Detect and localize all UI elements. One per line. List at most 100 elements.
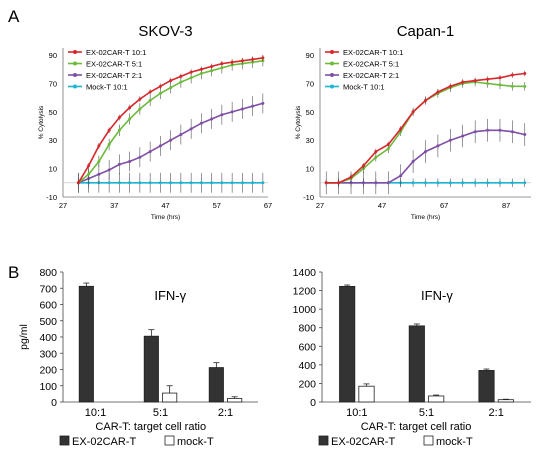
legend-marker: [330, 50, 334, 54]
data-point: [436, 90, 440, 94]
data-point: [436, 181, 440, 185]
x-axis-label: CAR-T: target cell ratio: [361, 421, 472, 433]
data-point: [230, 110, 234, 114]
x-tick-label: 87: [502, 201, 510, 210]
data-point: [128, 160, 132, 164]
legend-swatch: [164, 435, 175, 446]
x-tick-label: 27: [316, 201, 324, 210]
data-point: [97, 172, 101, 176]
chart-title: IFN-γ: [154, 288, 186, 303]
y-tick-label: 800: [39, 267, 57, 279]
data-point: [473, 181, 477, 185]
legend-swatch: [423, 435, 434, 446]
x-tick-label: 27: [59, 201, 67, 210]
data-point: [199, 67, 203, 71]
data-point: [87, 172, 91, 176]
data-point: [169, 138, 173, 142]
data-point: [386, 147, 390, 151]
x-tick-label: 5:1: [419, 407, 434, 419]
data-point: [148, 181, 152, 185]
data-point: [230, 181, 234, 185]
x-tick-label: 57: [213, 201, 221, 210]
legend-entry: EX-02CAR-T 10:1: [86, 48, 146, 57]
data-point: [510, 130, 514, 134]
data-point: [399, 174, 403, 178]
legend-marker: [330, 84, 334, 89]
data-point: [486, 81, 490, 85]
legend-entry: EX-02CAR-T: [72, 436, 136, 448]
data-point: [107, 128, 111, 132]
x-tick-label: 37: [110, 201, 118, 210]
data-point: [486, 77, 490, 81]
y-tick-label: -10: [46, 193, 57, 202]
data-point: [424, 181, 427, 185]
data-point: [261, 181, 265, 185]
y-tick-label: 600: [39, 300, 57, 312]
y-tick-label: 70: [49, 79, 57, 88]
data-point: [210, 181, 214, 185]
data-point: [374, 181, 378, 185]
data-point: [349, 175, 353, 179]
bar-bar-white: [358, 385, 375, 403]
x-tick-label: 67: [264, 201, 272, 210]
data-point: [251, 57, 255, 61]
data-point: [128, 117, 132, 121]
data-point: [189, 70, 193, 74]
data-point: [240, 62, 244, 66]
data-point: [107, 168, 111, 172]
y-tick-label: 50: [306, 108, 314, 117]
y-tick-label: 200: [298, 378, 316, 390]
data-point: [498, 128, 502, 132]
data-point: [158, 144, 162, 148]
data-point: [486, 128, 490, 132]
chart-capan1-cytolysis: Capan-1 -10 10 30 50 70 90 27 47 67 87 Time (hrs) % …: [295, 23, 531, 221]
y-tick-label: 50: [49, 108, 57, 117]
data-point: [138, 155, 142, 159]
chart-skov3-cytolysis: SKOV-3 -10 10 30 50 70 90 27 37 47 57 67 Time (hrs)%…: [38, 23, 272, 221]
data-point: [399, 127, 403, 131]
data-point: [510, 73, 514, 77]
data-point: [523, 133, 527, 137]
y-tick-label: 100: [39, 381, 57, 393]
data-point: [189, 127, 193, 131]
data-point: [169, 86, 173, 90]
x-tick-label: 2:1: [489, 407, 504, 419]
data-point: [220, 181, 224, 185]
data-point: [117, 116, 121, 120]
data-point: [461, 181, 465, 185]
data-point: [87, 164, 91, 168]
data-point: [179, 80, 183, 84]
data-point: [240, 59, 244, 63]
data-point: [199, 72, 203, 76]
data-point: [220, 113, 224, 117]
data-point: [510, 84, 514, 88]
series-3: [76, 172, 265, 193]
y-tick-label: 700: [39, 283, 57, 295]
data-point: [240, 181, 244, 185]
data-point: [138, 97, 142, 101]
legend-entry: mock-T: [436, 436, 473, 448]
data-point: [361, 164, 365, 168]
x-tick-label: 10:1: [85, 407, 106, 419]
x-tick-label: 10:1: [346, 407, 367, 419]
data-point: [374, 150, 378, 154]
data-point: [411, 110, 415, 114]
data-point: [361, 181, 365, 185]
x-axis-label: Time (hrs): [151, 214, 180, 221]
legend-marker: [330, 73, 334, 77]
data-point: [107, 181, 111, 185]
data-point: [386, 142, 390, 146]
data-point: [148, 90, 152, 94]
data-point: [189, 181, 193, 185]
series-1: [324, 77, 527, 188]
legend-marker: [73, 73, 77, 77]
data-point: [107, 142, 111, 146]
legend-swatch: [59, 435, 70, 446]
data-point: [337, 181, 341, 185]
data-point: [199, 121, 203, 125]
legend-marker: [73, 84, 77, 89]
panel-label-a: A: [8, 7, 20, 26]
y-tick-label: 400: [298, 360, 316, 372]
data-point: [424, 99, 427, 103]
